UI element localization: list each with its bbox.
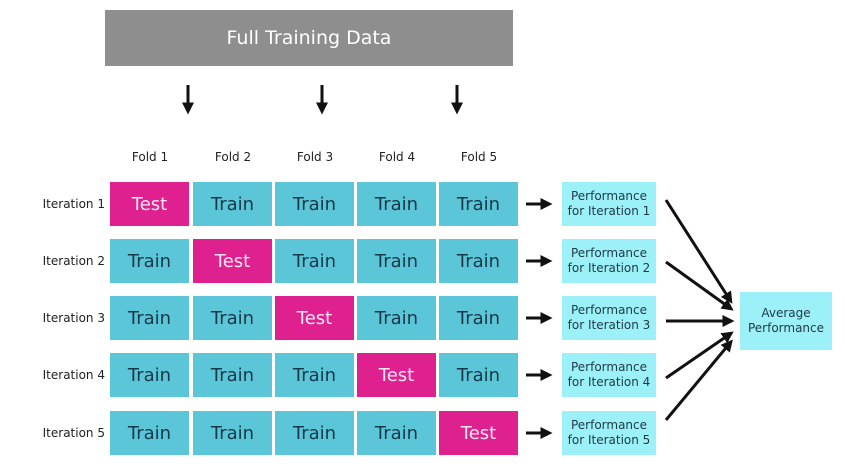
train-cell: Train <box>439 353 518 397</box>
train-cell: Train <box>193 353 272 397</box>
performance-box: Performance for Iteration 3 <box>562 296 656 340</box>
test-cell: Test <box>193 239 272 283</box>
average-performance-box: Average Performance <box>740 292 832 350</box>
fold-label: Fold 1 <box>131 150 169 164</box>
performance-box: Performance for Iteration 4 <box>562 353 656 397</box>
performance-box: Performance for Iteration 5 <box>562 411 656 455</box>
full-training-data-box: Full Training Data <box>105 10 513 66</box>
train-cell: Train <box>193 411 272 455</box>
train-cell: Train <box>275 411 354 455</box>
fold-label: Fold 2 <box>214 150 252 164</box>
test-cell: Test <box>275 296 354 340</box>
train-cell: Train <box>110 411 189 455</box>
train-cell: Train <box>357 182 436 226</box>
train-cell: Train <box>275 182 354 226</box>
train-cell: Train <box>110 296 189 340</box>
train-cell: Train <box>110 353 189 397</box>
iteration-label: Iteration 5 <box>42 426 105 440</box>
converge-arrow-icon <box>664 339 733 421</box>
iteration-label: Iteration 3 <box>42 311 105 325</box>
fold-label: Fold 4 <box>378 150 416 164</box>
train-cell: Train <box>357 296 436 340</box>
converge-arrow-icon <box>665 331 734 380</box>
test-cell: Test <box>357 353 436 397</box>
fold-label: Fold 5 <box>460 150 498 164</box>
train-cell: Train <box>439 182 518 226</box>
performance-box: Performance for Iteration 2 <box>562 239 656 283</box>
test-cell: Test <box>439 411 518 455</box>
train-cell: Train <box>439 296 518 340</box>
train-cell: Train <box>275 353 354 397</box>
train-cell: Train <box>193 296 272 340</box>
test-cell: Test <box>110 182 189 226</box>
iteration-label: Iteration 4 <box>42 368 105 382</box>
iteration-label: Iteration 2 <box>42 254 105 268</box>
train-cell: Train <box>357 411 436 455</box>
fold-label: Fold 3 <box>296 150 334 164</box>
iteration-label: Iteration 1 <box>42 197 105 211</box>
train-cell: Train <box>193 182 272 226</box>
performance-box: Performance for Iteration 1 <box>562 182 656 226</box>
train-cell: Train <box>275 239 354 283</box>
converge-arrow-icon <box>665 260 734 311</box>
train-cell: Train <box>357 239 436 283</box>
train-cell: Train <box>110 239 189 283</box>
train-cell: Train <box>439 239 518 283</box>
converge-arrow-icon <box>664 199 733 304</box>
